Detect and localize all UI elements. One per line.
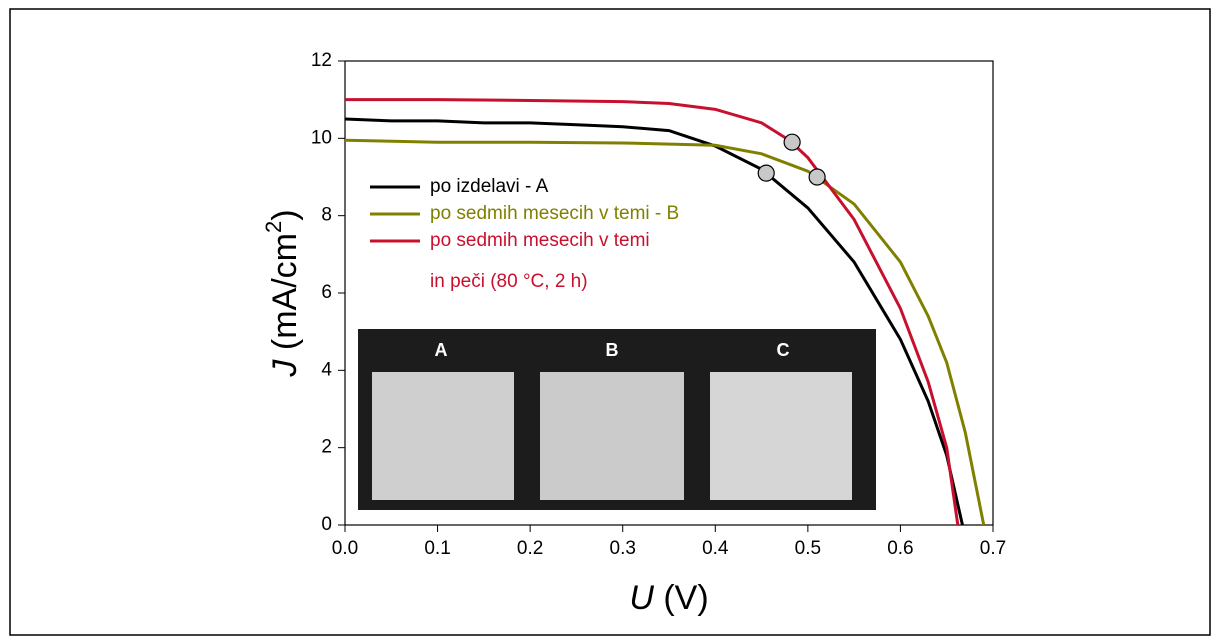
x-tick-label: 0.1 — [424, 538, 450, 559]
y-tick-label: 8 — [321, 205, 332, 226]
legend-label: po sedmih mesecih v temi - B — [430, 203, 679, 224]
series-line — [344, 117, 964, 526]
y-tick-label: 6 — [321, 282, 332, 303]
y-symbol: J — [266, 359, 304, 378]
inset-label: B — [606, 340, 619, 360]
series-line — [345, 98, 960, 526]
mpp-point — [808, 168, 826, 186]
y-close: ) — [266, 209, 304, 220]
legend-label: po izdelavi - A — [430, 176, 549, 197]
y-axis-label: J (mA/cm2) — [261, 209, 304, 377]
y-tick-label: 10 — [311, 127, 332, 148]
x-tick-label: 0.0 — [332, 538, 358, 559]
y-tick-label: 0 — [321, 514, 332, 535]
mpp-point — [757, 164, 775, 182]
inset-label: C — [777, 340, 790, 360]
x-axis-label: U (V) — [629, 579, 708, 617]
frame — [9, 8, 1211, 636]
y-tick-label: 4 — [321, 359, 332, 380]
y-tick-label: 12 — [311, 50, 332, 71]
y-sup: 2 — [261, 221, 286, 233]
x-symbol: U — [629, 579, 654, 617]
legend-label: po sedmih mesecih v temi — [430, 230, 650, 251]
cell-c — [710, 372, 852, 500]
cell-b — [540, 372, 684, 500]
cell-a — [372, 372, 514, 500]
x-tick-label: 0.5 — [795, 538, 821, 559]
x-tick-label: 0.4 — [702, 538, 729, 559]
x-tick-label: 0.2 — [517, 538, 543, 559]
x-tick-label: 0.7 — [980, 538, 1006, 559]
y-unit: (mA/cm — [266, 233, 304, 350]
mpp-point — [783, 133, 801, 151]
y-tick-label: 2 — [321, 437, 332, 458]
x-unit: (V) — [663, 579, 708, 617]
x-tick-label: 0.6 — [887, 538, 913, 559]
x-tick-label: 0.3 — [610, 538, 636, 559]
inset-label: A — [435, 340, 448, 360]
inset-image — [358, 329, 876, 510]
legend-label: in peči (80 °C, 2 h) — [430, 271, 588, 292]
series-line — [344, 138, 986, 526]
